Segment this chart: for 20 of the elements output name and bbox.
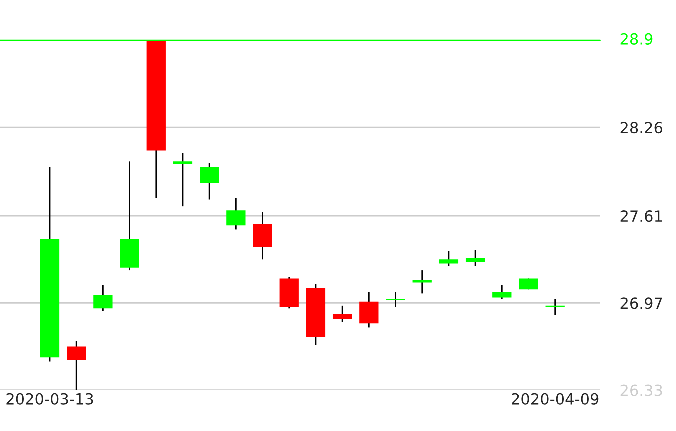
candlestick	[253, 211, 272, 260]
candlestick	[173, 152, 193, 208]
x-tick-label: 2020-04-09	[512, 393, 599, 405]
candlestick	[546, 298, 565, 316]
candlestick	[386, 292, 406, 308]
candlestick	[67, 340, 86, 390]
candlestick	[94, 284, 113, 312]
candlestick	[439, 250, 459, 268]
candlestick	[332, 305, 352, 323]
candlestick	[226, 198, 246, 230]
y-tick-label: 26.97	[620, 298, 662, 310]
candlestick	[200, 162, 220, 200]
x-tick-label: 2020-03-13	[6, 393, 94, 405]
candlestick	[360, 292, 379, 328]
candlestick	[492, 284, 512, 300]
candlestick	[412, 270, 432, 294]
candlestick	[466, 249, 486, 268]
y-tick-label: 28.26	[620, 122, 663, 134]
ref-line-label: 28.9	[620, 33, 653, 45]
y-tick-label: 27.61	[620, 210, 662, 222]
